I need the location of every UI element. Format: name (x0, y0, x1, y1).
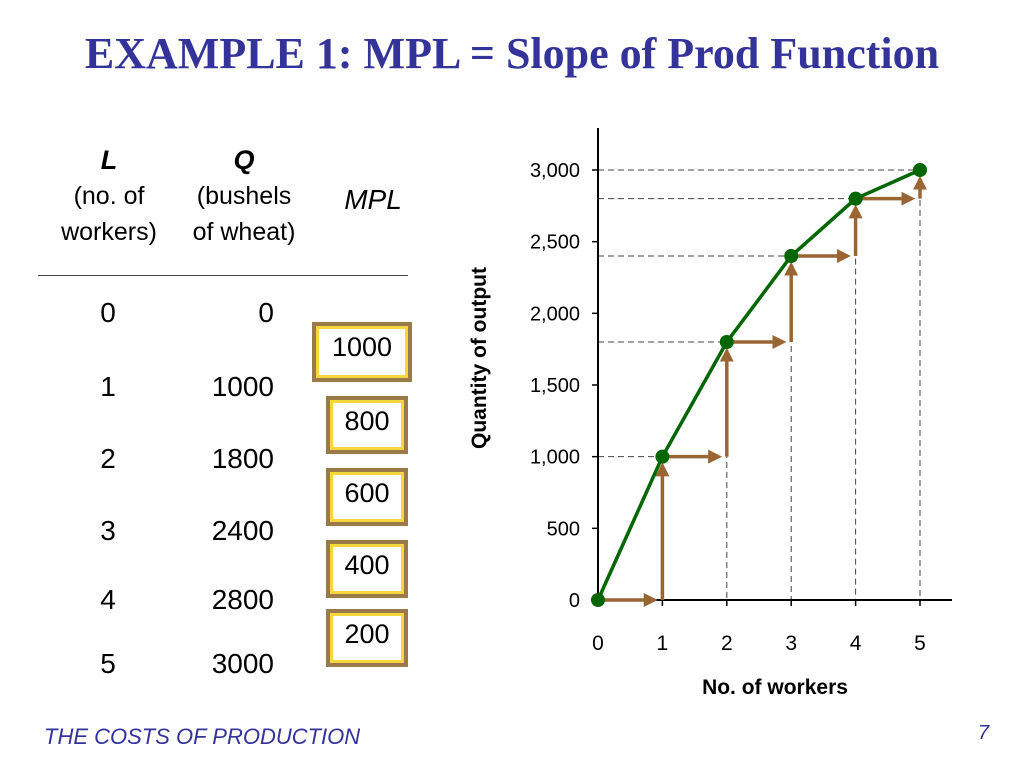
data-point-3 (784, 249, 799, 263)
data-point-4 (848, 191, 863, 206)
y-tick-label-1: 500 (547, 518, 580, 540)
production-function-line (596, 168, 921, 601)
x-tick-label-3: 3 (785, 632, 797, 655)
y-tick-label-3: 1,500 (530, 375, 580, 397)
header-l-line1: (no. of (73, 182, 145, 210)
y-tick-label-0: 0 (569, 590, 580, 612)
data-point-2 (719, 335, 734, 349)
row-0-l: 0 (100, 297, 116, 328)
row-3-q: 2400 (211, 515, 274, 546)
x-tick-label-5: 5 (914, 632, 926, 655)
header-l-symbol: L (100, 145, 118, 175)
row-2-q: 1800 (211, 443, 274, 474)
mpl-box-2: 800 (326, 396, 408, 454)
mpl-box-3: 600 (326, 468, 408, 526)
table-header-divider (38, 275, 408, 276)
row-4-l: 4 (100, 584, 116, 615)
x-tick-label-1: 1 (657, 632, 669, 655)
header-q-symbol: Q (233, 145, 255, 175)
row-5-q: 3000 (211, 648, 274, 679)
page-number: 7 (978, 722, 990, 744)
mpl-value-4: 400 (333, 547, 401, 591)
x-tick-label-0: 0 (592, 632, 604, 655)
x-tick-label-2: 2 (721, 632, 733, 655)
row-5-l: 5 (100, 648, 116, 679)
mpl-value-2: 800 (333, 403, 401, 447)
mpl-box-5: 200 (326, 609, 408, 667)
row-3-l: 3 (100, 515, 116, 546)
row-1-q: 1000 (211, 371, 274, 402)
header-q-line2: of wheat) (192, 218, 296, 246)
row-4-q: 2800 (211, 584, 274, 615)
data-point-1 (655, 449, 670, 464)
header-q: Q (bushels of wheat) (176, 142, 312, 250)
row-2-l: 2 (100, 443, 116, 474)
mpl-value-3: 600 (333, 475, 401, 519)
slide-title: EXAMPLE 1: MPL = Slope of Prod Function (84, 29, 940, 78)
y-tick-label-5: 2,500 (530, 232, 580, 254)
y-tick-label-4: 2,000 (530, 303, 580, 325)
y-tick-label-6: 3,000 (530, 160, 580, 182)
header-l-line2: workers) (61, 218, 157, 246)
mpl-box-1: 1000 (312, 322, 412, 382)
x-axis-label: No. of workers (702, 676, 848, 699)
header-q-line1: (bushels (196, 182, 292, 210)
y-tick-label-2: 1,000 (530, 447, 580, 469)
y-axis-label: Quantity of output (468, 267, 491, 449)
data-point-0 (591, 593, 605, 607)
footer-text: THE COSTS OF PRODUCTION (44, 724, 361, 749)
row-1-l: 1 (100, 371, 116, 402)
row-0-q: 0 (258, 297, 274, 328)
mpl-box-4: 400 (326, 540, 408, 598)
x-tick-label-4: 4 (850, 632, 862, 655)
mpl-value-5: 200 (333, 616, 401, 660)
header-l: L (no. of workers) (38, 142, 180, 250)
mpl-value-1: 1000 (319, 329, 405, 375)
header-mpl: MPL (344, 184, 402, 215)
data-point-5 (913, 163, 927, 177)
